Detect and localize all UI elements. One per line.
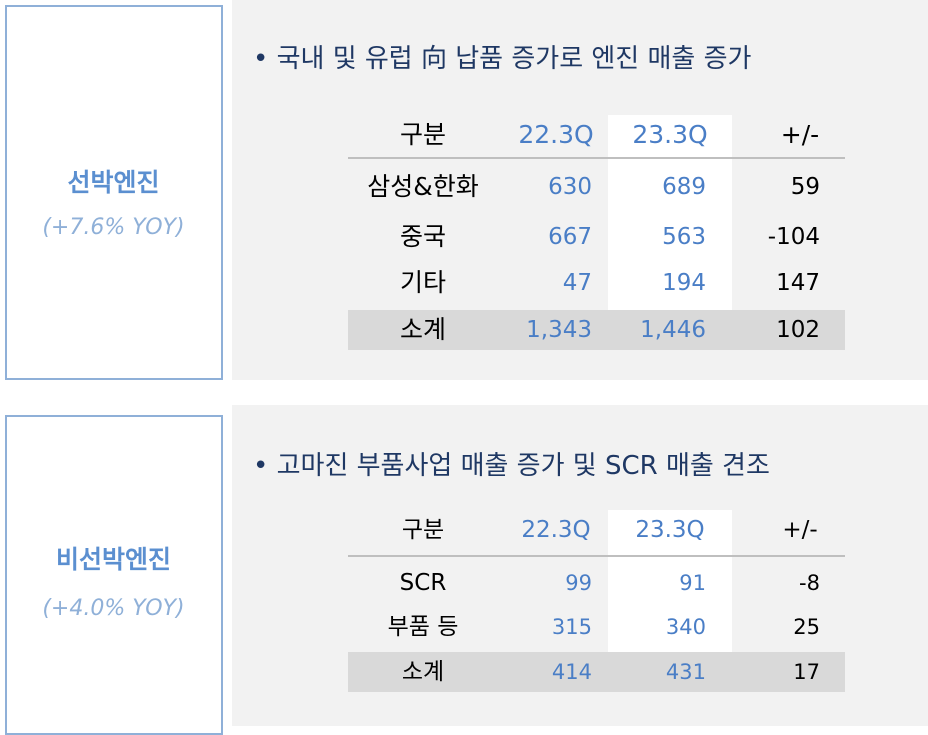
header-cell: 구분 (399, 120, 446, 149)
header-cell: 22.3Q (521, 517, 591, 543)
cell: -104 (767, 224, 820, 250)
cell: 91 (679, 571, 706, 595)
cell: 102 (776, 317, 820, 343)
total-row-bg (348, 310, 845, 350)
header-line (348, 157, 845, 159)
cell: 소계 (399, 315, 446, 344)
cell: 563 (662, 224, 706, 250)
cell: 삼성&한화 (367, 172, 479, 201)
header-cell: +/- (782, 517, 818, 543)
bullet: • 고마진 부품사업 매출 증가 및 SCR 매출 견조 (253, 451, 770, 481)
cell: 689 (662, 174, 706, 200)
section-growth: (+7.6% YOY) (42, 215, 185, 240)
section-label: 선박엔진 (67, 168, 160, 197)
cell: 47 (562, 270, 592, 296)
cell: 147 (776, 270, 820, 296)
cell: 315 (551, 615, 592, 639)
header-cell: 22.3Q (518, 120, 594, 149)
left-box (5, 5, 223, 380)
section-growth: (+4.0% YOY) (42, 596, 185, 621)
cell: 1,343 (526, 317, 592, 343)
header-cell: +/- (780, 120, 820, 149)
cell: 부품 등 (387, 614, 459, 640)
bullet: • 국내 및 유럽 向 납품 증가로 엔진 매출 증가 (253, 44, 752, 74)
cell: 630 (548, 174, 592, 200)
header-cell: 23.3Q (632, 120, 708, 149)
column-highlight (608, 510, 732, 652)
cell: 중국 (399, 222, 446, 251)
cell: 667 (548, 224, 592, 250)
cell: 25 (793, 615, 820, 639)
header-cell: 구분 (401, 517, 445, 543)
cell: 340 (665, 615, 706, 639)
cell: 414 (551, 660, 592, 684)
cell: 194 (662, 270, 706, 296)
total-row-bg (348, 652, 845, 692)
cell: 1,446 (640, 317, 706, 343)
cell: 기타 (399, 268, 446, 297)
cell: 소계 (401, 659, 445, 685)
section-label: 비선박엔진 (55, 545, 171, 574)
cell: -8 (799, 571, 820, 595)
cell: 17 (793, 660, 820, 684)
cell: SCR (399, 570, 447, 596)
header-line (348, 555, 845, 557)
header-cell: 23.3Q (635, 517, 705, 543)
column-highlight (608, 115, 732, 310)
cell: 59 (790, 174, 820, 200)
cell: 99 (565, 571, 592, 595)
cell: 431 (665, 660, 706, 684)
left-box (5, 415, 223, 735)
